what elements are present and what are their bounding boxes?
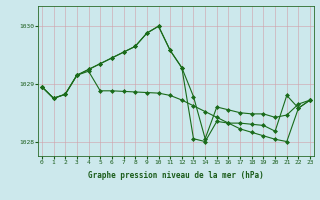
X-axis label: Graphe pression niveau de la mer (hPa): Graphe pression niveau de la mer (hPa)	[88, 171, 264, 180]
